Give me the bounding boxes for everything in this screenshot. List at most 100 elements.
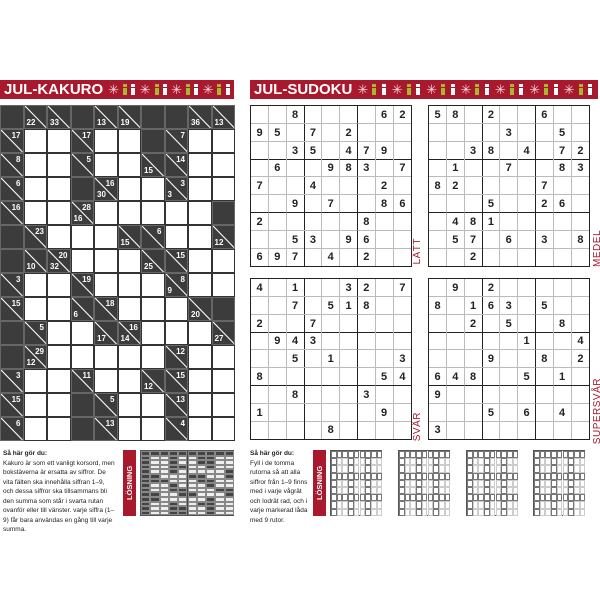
sudoku-empty-cell[interactable] [358,421,376,440]
sudoku-empty-cell[interactable] [571,297,590,315]
sudoku-empty-cell[interactable] [571,368,590,386]
sudoku-empty-cell[interactable] [500,350,519,369]
sudoku-empty-cell[interactable] [268,279,287,297]
sudoku-empty-cell[interactable] [571,213,590,231]
sudoku-empty-cell[interactable] [500,177,519,196]
sudoku-empty-cell[interactable] [571,421,589,439]
sudoku-empty-cell[interactable] [322,141,341,160]
kakuro-input-cell[interactable] [211,249,235,273]
kakuro-input-cell[interactable] [211,417,235,441]
sudoku-empty-cell[interactable] [518,159,536,178]
sudoku-empty-cell[interactable] [482,421,501,440]
sudoku-empty-cell[interactable] [571,279,590,297]
kakuro-input-cell[interactable] [94,369,118,393]
sudoku-empty-cell[interactable] [268,106,287,124]
sudoku-empty-cell[interactable] [268,230,287,249]
kakuro-input-cell[interactable] [188,417,212,441]
sudoku-empty-cell[interactable] [500,195,519,213]
sudoku-empty-cell[interactable] [518,296,536,315]
sudoku-empty-cell[interactable] [340,421,358,440]
kakuro-input-cell[interactable] [94,153,118,177]
kakuro-input-cell[interactable] [188,201,212,225]
sudoku-empty-cell[interactable] [340,177,358,196]
sudoku-empty-cell[interactable] [375,212,394,231]
sudoku-empty-cell[interactable] [464,350,483,369]
kakuro-input-cell[interactable] [23,297,47,321]
sudoku-empty-cell[interactable] [251,421,269,440]
sudoku-empty-cell[interactable] [393,404,412,422]
kakuro-input-cell[interactable] [23,369,47,393]
sudoku-empty-cell[interactable] [446,296,465,315]
sudoku-empty-cell[interactable] [268,177,287,196]
kakuro-input-cell[interactable] [23,153,47,177]
kakuro-input-cell[interactable] [23,417,47,441]
sudoku-empty-cell[interactable] [536,421,554,440]
sudoku-empty-cell[interactable] [322,123,341,142]
sudoku-empty-cell[interactable] [535,212,554,231]
sudoku-empty-cell[interactable] [268,403,287,422]
sudoku-empty-cell[interactable] [304,421,323,440]
sudoku-empty-cell[interactable] [287,421,305,440]
sudoku-empty-cell[interactable] [518,421,536,440]
sudoku-empty-cell[interactable] [429,350,447,369]
sudoku-empty-cell[interactable] [375,296,394,315]
kakuro-input-cell[interactable] [117,417,141,441]
sudoku-empty-cell[interactable] [553,106,572,124]
sudoku-empty-cell[interactable] [429,332,447,351]
sudoku-empty-cell[interactable] [429,248,447,267]
sudoku-empty-cell[interactable] [304,296,323,315]
sudoku-empty-cell[interactable] [375,279,394,297]
sudoku-empty-cell[interactable] [518,248,536,267]
sudoku-empty-cell[interactable] [571,124,590,142]
kakuro-input-cell[interactable] [211,177,235,201]
sudoku-empty-cell[interactable] [286,368,305,386]
kakuro-input-cell[interactable] [94,201,118,225]
sudoku-empty-cell[interactable] [376,248,394,267]
sudoku-empty-cell[interactable] [304,368,323,386]
kakuro-input-cell[interactable] [94,129,118,153]
kakuro-input-cell[interactable] [23,273,47,297]
sudoku-empty-cell[interactable] [357,314,376,333]
sudoku-empty-cell[interactable] [518,177,536,196]
sudoku-empty-cell[interactable] [518,385,536,404]
sudoku-empty-cell[interactable] [500,332,519,351]
kakuro-input-cell[interactable] [211,273,235,297]
kakuro-input-cell[interactable] [188,177,212,201]
sudoku-empty-cell[interactable] [286,123,305,142]
sudoku-empty-cell[interactable] [553,279,572,297]
sudoku-empty-cell[interactable] [429,403,447,422]
kakuro-input-cell[interactable] [70,225,94,249]
kakuro-input-cell[interactable] [117,177,141,201]
sudoku-empty-cell[interactable] [357,177,376,196]
kakuro-input-cell[interactable] [188,129,212,153]
kakuro-input-cell[interactable] [141,177,165,201]
sudoku-empty-cell[interactable] [375,230,394,249]
kakuro-input-cell[interactable] [188,153,212,177]
kakuro-input-cell[interactable] [188,273,212,297]
sudoku-empty-cell[interactable] [553,296,572,315]
sudoku-empty-cell[interactable] [464,106,483,124]
sudoku-empty-cell[interactable] [446,141,465,160]
sudoku-empty-cell[interactable] [251,106,269,124]
sudoku-empty-cell[interactable] [518,106,536,124]
kakuro-input-cell[interactable] [94,273,118,297]
sudoku-empty-cell[interactable] [446,350,465,369]
sudoku-empty-cell[interactable] [393,124,412,142]
kakuro-input-cell[interactable] [47,345,71,369]
sudoku-empty-cell[interactable] [340,350,358,369]
sudoku-empty-cell[interactable] [553,212,572,231]
sudoku-empty-cell[interactable] [286,159,305,178]
sudoku-empty-cell[interactable] [304,350,323,369]
kakuro-input-cell[interactable] [117,249,141,273]
sudoku-empty-cell[interactable] [464,385,483,404]
sudoku-empty-cell[interactable] [393,421,411,439]
sudoku-empty-cell[interactable] [553,177,572,196]
kakuro-input-cell[interactable] [141,393,165,417]
sudoku-empty-cell[interactable] [518,212,536,231]
sudoku-empty-cell[interactable] [322,314,341,333]
sudoku-empty-cell[interactable] [500,385,519,404]
sudoku-empty-cell[interactable] [251,332,269,351]
kakuro-input-cell[interactable] [94,249,118,273]
sudoku-empty-cell[interactable] [553,230,572,249]
sudoku-empty-cell[interactable] [535,123,554,142]
